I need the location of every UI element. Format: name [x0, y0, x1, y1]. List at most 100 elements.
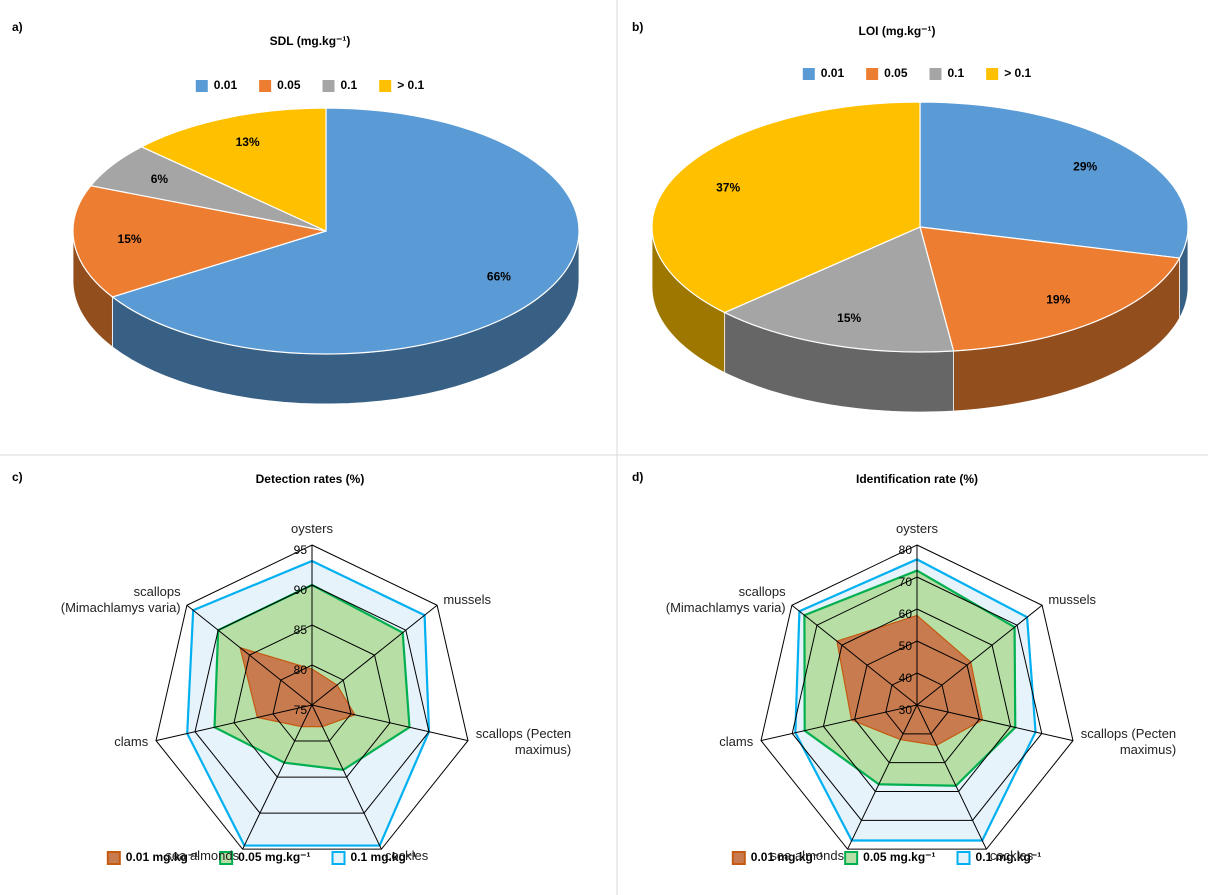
chart-title: Detection rates (%) — [256, 472, 365, 486]
legend-swatch — [379, 80, 392, 92]
legend-swatch — [929, 68, 942, 80]
category-label: oysters — [896, 521, 938, 536]
category-label: scallops (Pecten maximus) — [1080, 726, 1177, 758]
grid-ring — [233, 624, 391, 778]
legend-label: 0.1 mg.kg⁻¹ — [351, 850, 417, 864]
legend-label: 0.05 — [884, 66, 908, 80]
legend-label: 0.1 — [341, 78, 358, 92]
spoke — [242, 704, 313, 850]
spoke — [311, 704, 469, 742]
data-label: 6% — [151, 172, 169, 186]
legend-label: > 0.1 — [397, 78, 424, 92]
legend-swatch — [331, 851, 346, 865]
pie-slice — [111, 107, 580, 355]
category-label: scallops (Mimachlamys varia) — [665, 584, 786, 616]
category-label: clams — [719, 734, 754, 750]
spoke — [155, 704, 313, 742]
legend-swatch — [322, 80, 335, 92]
panel-label: a) — [12, 20, 23, 34]
legend-swatch — [259, 80, 272, 92]
r-tick-label: 75 — [294, 703, 308, 717]
legend-label: 0.01 mg.kg⁻¹ — [126, 850, 198, 864]
data-label: 15% — [837, 311, 861, 325]
grid-ring — [760, 544, 1074, 850]
category-label: mussels — [1048, 592, 1097, 608]
grid-ring — [822, 608, 1012, 792]
category-label: sea almonds — [165, 848, 240, 864]
legend-label: 0.1 mg.kg⁻¹ — [976, 850, 1042, 864]
pie-slice — [919, 101, 1189, 259]
legend-label: 0.05 mg.kg⁻¹ — [863, 850, 935, 864]
legend-label: > 0.1 — [1004, 66, 1031, 80]
panel-label: c) — [12, 470, 23, 484]
spoke — [311, 604, 438, 706]
legend-swatch — [866, 68, 879, 80]
pie-slice — [72, 185, 327, 298]
category-label: clams — [114, 734, 149, 750]
data-label: 13% — [236, 135, 260, 149]
grid-ring — [272, 664, 352, 742]
r-tick-label: 60 — [899, 607, 913, 621]
chart-title: SDL (mg.kg⁻¹) — [270, 34, 351, 48]
spoke — [311, 704, 382, 850]
legend-swatch — [956, 851, 971, 865]
legend-label: 0.05 mg.kg⁻¹ — [238, 850, 310, 864]
grid-ring — [155, 544, 469, 850]
legend-label: 0.05 — [277, 78, 301, 92]
grid-ring — [194, 584, 430, 814]
category-label: cockles — [384, 848, 429, 864]
panel-label: d) — [632, 470, 643, 484]
legend-label: 0.01 — [214, 78, 238, 92]
spoke — [760, 704, 918, 742]
r-tick-label: 70 — [899, 575, 913, 589]
pie-slice — [651, 101, 921, 314]
category-label: mussels — [443, 592, 492, 608]
r-tick-label: 40 — [899, 671, 913, 685]
r-tick-label: 85 — [294, 623, 308, 637]
data-label: 66% — [487, 269, 511, 283]
r-tick-label: 80 — [294, 663, 308, 677]
legend-swatch — [802, 68, 815, 80]
legend-swatch — [986, 68, 999, 80]
spoke — [847, 704, 918, 850]
category-label: scallops (Mimachlamys varia) — [60, 584, 181, 616]
spoke — [916, 604, 1043, 706]
legend-swatch — [195, 80, 208, 92]
data-label: 37% — [716, 180, 740, 194]
category-label: sea almonds — [770, 848, 845, 864]
legend-swatch — [106, 851, 121, 865]
r-tick-label: 50 — [899, 639, 913, 653]
r-tick-label: 80 — [899, 543, 913, 557]
pie-slice — [140, 107, 327, 232]
category-label: cockles — [989, 848, 1034, 864]
legend-label: 0.01 — [821, 66, 845, 80]
data-label: 29% — [1073, 159, 1097, 173]
data-label: 15% — [118, 232, 142, 246]
chart-title: LOI (mg.kg⁻¹) — [859, 24, 936, 38]
spoke — [791, 604, 918, 706]
pie-slice — [919, 226, 1181, 352]
radar-area — [239, 646, 356, 728]
r-tick-label: 90 — [294, 583, 308, 597]
legend-swatch — [219, 851, 234, 865]
pie-slice — [723, 226, 955, 353]
legend-label: 0.01 mg.kg⁻¹ — [751, 850, 823, 864]
legend-swatch — [731, 851, 746, 865]
r-tick-label: 30 — [899, 703, 913, 717]
panel-label: b) — [632, 20, 643, 34]
r-tick-label: 95 — [294, 543, 308, 557]
chart-title: Identification rate (%) — [856, 472, 978, 486]
grid-ring — [791, 576, 1043, 821]
grid-ring — [885, 672, 949, 735]
grid-ring — [854, 640, 980, 764]
spoke — [186, 604, 313, 706]
category-label: oysters — [291, 521, 333, 536]
legend-swatch — [844, 851, 859, 865]
spoke — [916, 704, 1074, 742]
data-label: 19% — [1046, 292, 1070, 306]
legend-label: 0.1 — [948, 66, 965, 80]
spoke — [916, 704, 987, 850]
category-label: scallops (Pecten maximus) — [475, 726, 572, 758]
